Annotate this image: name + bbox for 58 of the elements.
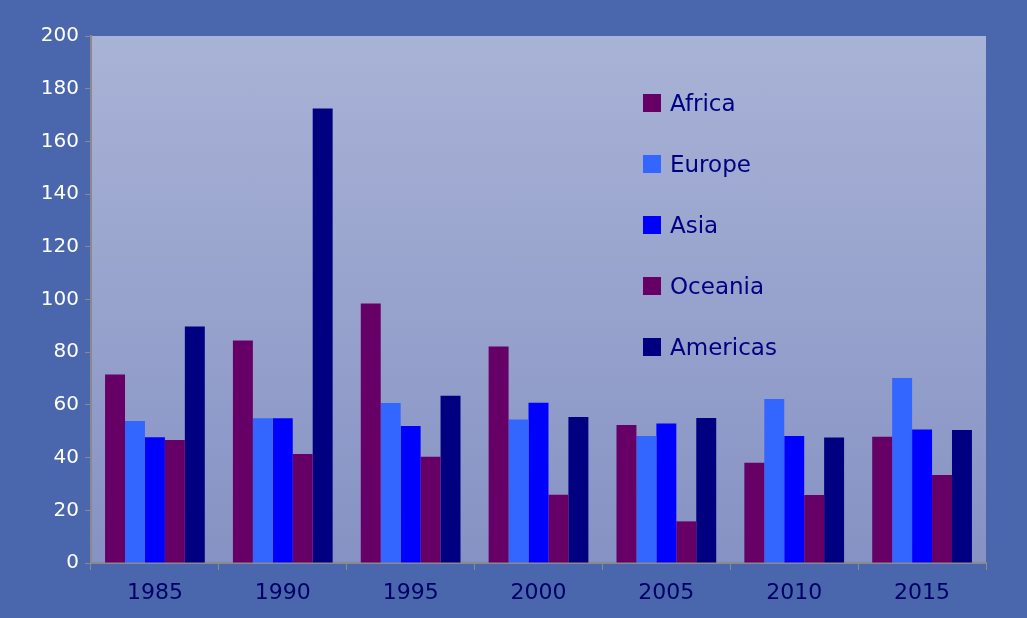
y-tick-label: 120 [40,233,79,257]
bar [744,462,765,563]
bar [951,429,972,563]
legend-label: Americas [670,333,777,360]
bar [804,495,825,563]
bar [764,399,785,563]
y-tick-label: 100 [40,285,79,310]
bar [568,417,589,563]
legend-label: Europe [670,150,751,177]
y-tick-label: 0 [66,549,79,574]
y-tick-label: 40 [53,443,79,468]
bar [676,521,697,563]
bar [232,340,253,563]
x-tick-label: 1985 [126,578,183,604]
bar [125,420,145,563]
bar [272,418,293,563]
bar [696,418,717,563]
bar [656,423,677,563]
bar [420,456,441,563]
y-tick-label: 200 [40,22,79,47]
bar [164,439,185,563]
bar [616,424,637,563]
bar [548,494,569,563]
bar [636,435,657,563]
legend-label: Oceania [670,272,765,299]
bar [144,437,165,563]
bar [440,395,461,563]
bar [784,435,805,563]
x-tick-label: 2005 [638,578,695,604]
y-tick-label: 140 [40,180,79,205]
bar [508,419,529,563]
legend-label: Asia [670,211,719,238]
x-tick-label: 1990 [254,578,311,604]
y-tick-label: 160 [40,127,79,152]
bar [824,437,845,563]
x-tick-label: 2015 [894,578,951,604]
x-tick-label: 2010 [766,578,823,604]
bar [184,326,205,563]
bar [892,378,913,563]
x-tick-label: 2000 [510,578,567,604]
bar [872,436,893,563]
y-tick-label: 60 [53,391,79,416]
bar [528,402,549,563]
y-tick-label: 20 [53,496,79,521]
bar [912,429,933,563]
bar [932,474,952,563]
y-tick-label: 80 [53,338,79,363]
bar [312,108,333,563]
bar [105,374,126,563]
bar [488,346,509,563]
y-tick-label: 180 [40,74,79,99]
bar [292,453,313,563]
legend-label: Africa [670,89,736,116]
x-tick-label: 1995 [382,578,439,604]
bar [400,425,421,563]
bar [360,303,381,563]
bar [252,418,273,563]
bar [380,403,401,563]
